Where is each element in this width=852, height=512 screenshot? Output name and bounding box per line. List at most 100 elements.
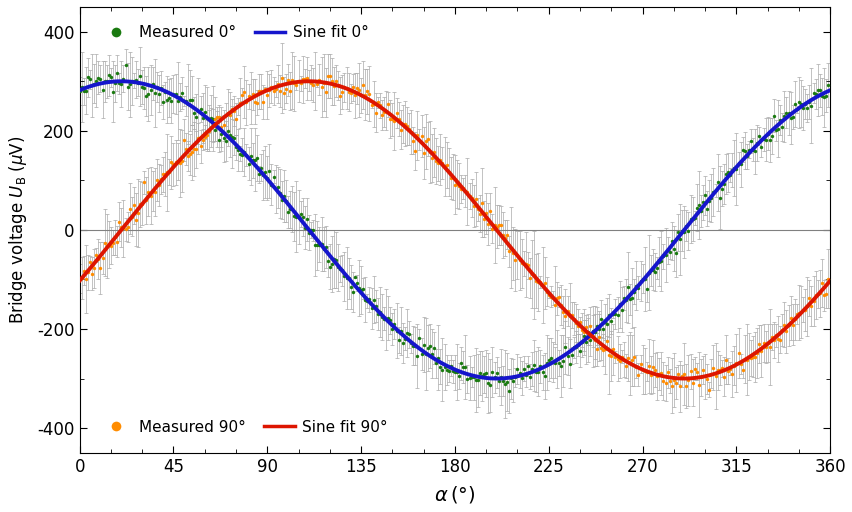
Point xyxy=(193,105,207,113)
Point xyxy=(427,148,440,156)
Point xyxy=(590,345,603,353)
Point xyxy=(568,343,582,351)
Point xyxy=(573,347,586,355)
Point xyxy=(349,279,363,287)
Point xyxy=(643,266,657,274)
Point xyxy=(464,194,478,202)
Point xyxy=(666,244,680,252)
Point xyxy=(616,294,630,302)
Point xyxy=(777,112,791,120)
Point xyxy=(681,227,694,235)
Point xyxy=(225,133,239,141)
Point xyxy=(199,114,213,122)
Point xyxy=(423,343,436,351)
Point xyxy=(129,216,142,224)
Point xyxy=(481,220,494,228)
Point xyxy=(170,157,184,165)
Point xyxy=(218,137,232,145)
Point xyxy=(297,74,311,82)
Point xyxy=(537,372,550,380)
Point xyxy=(581,328,595,336)
Point xyxy=(383,115,397,123)
Point xyxy=(766,112,780,120)
Point xyxy=(735,366,749,374)
Point xyxy=(717,373,730,381)
Point xyxy=(456,184,469,193)
Point xyxy=(150,83,164,91)
Point xyxy=(300,216,314,224)
Point xyxy=(124,212,138,221)
Point xyxy=(773,335,786,344)
Point xyxy=(577,328,590,336)
Point xyxy=(796,306,809,314)
Point xyxy=(737,355,751,364)
Point xyxy=(608,310,622,318)
Point xyxy=(424,350,438,358)
Point xyxy=(820,81,834,89)
Point xyxy=(297,224,311,232)
Point xyxy=(762,136,775,144)
Point xyxy=(571,341,584,349)
Point xyxy=(437,363,451,371)
Point xyxy=(483,381,497,390)
Point xyxy=(785,113,798,121)
Point xyxy=(676,370,690,378)
Point xyxy=(274,74,288,82)
Point xyxy=(581,334,595,342)
Point xyxy=(143,86,157,94)
Point xyxy=(643,371,657,379)
Point xyxy=(158,170,172,178)
Point xyxy=(296,75,309,83)
Point xyxy=(198,133,211,141)
Point xyxy=(348,273,361,282)
Point xyxy=(604,317,618,325)
Point xyxy=(354,91,367,99)
Point xyxy=(649,264,663,272)
Point xyxy=(740,355,753,364)
Point xyxy=(458,186,472,195)
Point xyxy=(600,337,613,346)
Point xyxy=(87,79,101,88)
Point xyxy=(435,159,449,167)
Point xyxy=(687,365,700,373)
Point xyxy=(492,221,505,229)
Point xyxy=(760,339,774,347)
Point xyxy=(544,354,557,362)
Point xyxy=(722,365,736,373)
Point xyxy=(141,188,155,196)
Point xyxy=(440,366,453,374)
Point xyxy=(131,79,145,87)
Point xyxy=(140,92,153,100)
Point xyxy=(727,164,740,172)
Point xyxy=(72,274,86,283)
Point xyxy=(635,274,648,283)
Point xyxy=(98,77,112,86)
Point xyxy=(79,275,93,283)
Point xyxy=(383,316,397,325)
Point xyxy=(400,122,413,130)
Point xyxy=(239,98,253,106)
Point xyxy=(254,163,268,172)
Point xyxy=(808,291,821,299)
Point xyxy=(518,371,532,379)
Point xyxy=(754,143,768,152)
Point xyxy=(712,194,726,202)
Point xyxy=(279,197,292,205)
Point xyxy=(591,325,605,333)
Point xyxy=(358,91,371,99)
Point xyxy=(314,240,328,248)
Point xyxy=(267,87,280,95)
Point xyxy=(743,137,757,145)
Point xyxy=(593,344,607,352)
Point xyxy=(446,173,459,181)
Point xyxy=(323,72,337,80)
Point xyxy=(587,328,601,336)
Point xyxy=(235,151,249,159)
Point xyxy=(106,88,119,96)
Point xyxy=(352,284,366,292)
Point xyxy=(447,181,461,189)
Point xyxy=(447,368,461,376)
Point xyxy=(470,376,484,385)
Point xyxy=(493,373,507,381)
Point xyxy=(402,125,416,133)
